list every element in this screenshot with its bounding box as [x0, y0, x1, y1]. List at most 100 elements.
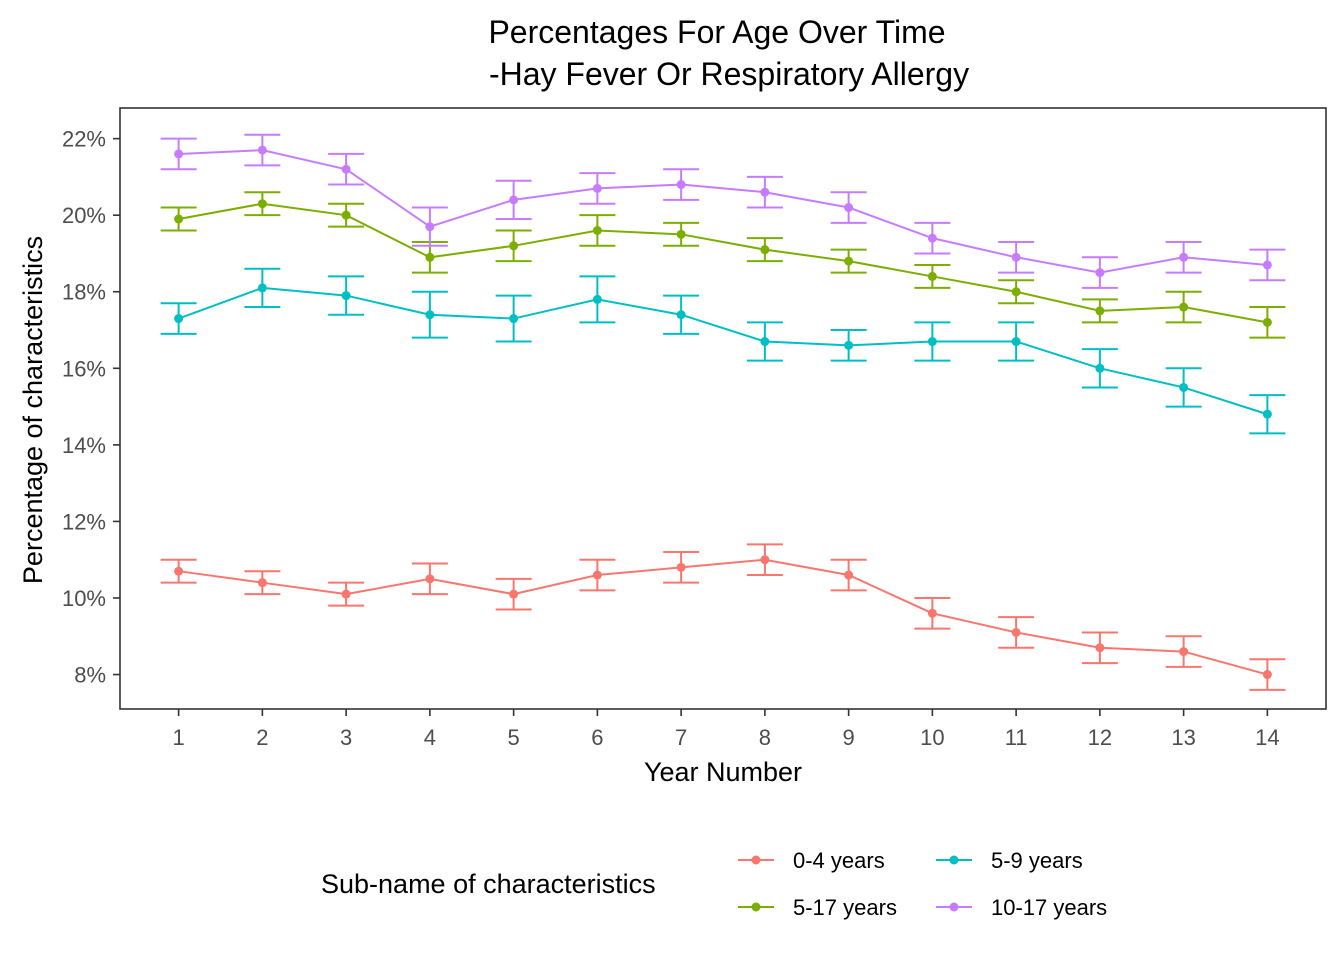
legend-label: 5-17 years	[793, 895, 897, 920]
x-tick-label: 10	[920, 725, 944, 750]
series-5-9-years	[160, 267, 1286, 435]
data-point	[1262, 409, 1272, 419]
data-point	[1262, 317, 1272, 327]
series-0-4-years	[160, 543, 1286, 691]
data-point	[341, 210, 351, 220]
legend-label: 0-4 years	[793, 848, 885, 873]
data-point	[1095, 643, 1105, 653]
legend-title: Sub-name of characteristics	[321, 869, 656, 899]
data-point	[509, 589, 519, 599]
data-point	[1262, 670, 1272, 680]
data-point	[341, 291, 351, 301]
data-point	[760, 187, 770, 197]
x-tick-label: 3	[340, 725, 352, 750]
y-tick-label: 8%	[74, 663, 106, 688]
y-tick-label: 16%	[62, 356, 106, 381]
data-point	[676, 310, 686, 320]
data-point	[1179, 302, 1189, 312]
legend-key-point	[949, 855, 959, 865]
data-point	[257, 145, 267, 155]
data-point	[1095, 363, 1105, 373]
data-point	[927, 608, 937, 618]
legend-label: 5-9 years	[991, 848, 1083, 873]
data-point	[1179, 252, 1189, 262]
data-point	[1011, 287, 1021, 297]
data-point	[257, 199, 267, 209]
data-point	[174, 214, 184, 224]
legend-key-point	[949, 902, 959, 912]
legend-item: 5-17 years	[738, 895, 897, 920]
legend-item: 10-17 years	[936, 895, 1107, 920]
data-point	[1095, 268, 1105, 278]
x-axis-title: Year Number	[644, 757, 802, 787]
x-tick-label: 9	[843, 725, 855, 750]
x-tick-label: 13	[1171, 725, 1195, 750]
x-tick-label: 6	[591, 725, 603, 750]
data-point	[592, 570, 602, 580]
data-point	[844, 340, 854, 350]
y-axis: 8% 10% 12% 14% 16% 18% 20% 22%	[62, 127, 120, 688]
data-point	[760, 337, 770, 347]
series-line	[178, 149, 1268, 274]
data-point	[1011, 627, 1021, 637]
x-tick-label: 7	[675, 725, 687, 750]
data-point	[257, 283, 267, 293]
data-point	[676, 180, 686, 190]
x-tick-label: 11	[1005, 725, 1028, 750]
data-point	[592, 294, 602, 304]
data-point	[257, 578, 267, 588]
series-10-17-years	[160, 133, 1286, 289]
chart-title: Percentages For Age Over Time	[488, 14, 945, 50]
y-tick-label: 12%	[62, 509, 106, 534]
legend-item: 0-4 years	[738, 848, 885, 873]
data-point	[676, 229, 686, 239]
x-tick-label: 12	[1088, 725, 1112, 750]
data-point	[1011, 337, 1021, 347]
legend-key-point	[751, 902, 761, 912]
y-tick-label: 18%	[62, 280, 106, 305]
data-point	[174, 149, 184, 159]
data-point	[425, 222, 435, 232]
data-point	[341, 589, 351, 599]
data-point	[1179, 382, 1189, 392]
plot-panel	[119, 107, 1327, 710]
data-point	[509, 195, 519, 205]
data-point	[174, 566, 184, 576]
data-point	[844, 256, 854, 266]
series-line	[178, 202, 1268, 324]
series-5-17-years	[160, 191, 1286, 339]
y-tick-label: 22%	[62, 127, 106, 152]
series-line	[178, 558, 1268, 676]
chart-subtitle: -Hay Fever Or Respiratory Allergy	[489, 56, 969, 92]
x-axis: 1 2 3 4 5 6 7 8 9 10 11 12 13 14	[173, 709, 1280, 750]
x-tick-label: 8	[759, 725, 771, 750]
data-point	[425, 310, 435, 320]
data-point	[341, 164, 351, 174]
legend-item: 5-9 years	[936, 848, 1083, 873]
data-point	[844, 203, 854, 213]
series-layer	[160, 133, 1286, 691]
data-point	[760, 245, 770, 255]
legend-key-point	[751, 855, 761, 865]
data-point	[509, 241, 519, 251]
data-point	[1262, 260, 1272, 270]
data-point	[1095, 306, 1105, 316]
x-tick-label: 5	[508, 725, 520, 750]
y-tick-label: 10%	[62, 586, 106, 611]
series-line	[178, 286, 1268, 416]
data-point	[927, 271, 937, 281]
data-point	[592, 183, 602, 193]
data-point	[425, 574, 435, 584]
data-point	[760, 555, 770, 565]
x-tick-label: 2	[256, 725, 268, 750]
data-point	[1179, 647, 1189, 657]
data-point	[844, 570, 854, 580]
data-point	[592, 225, 602, 235]
data-point	[927, 337, 937, 347]
legend: 0-4 years 5-9 years 5-17 years 10-17 years	[738, 848, 1107, 920]
data-point	[509, 314, 519, 324]
x-tick-label: 4	[424, 725, 436, 750]
y-tick-label: 14%	[62, 433, 106, 458]
legend-label: 10-17 years	[991, 895, 1107, 920]
